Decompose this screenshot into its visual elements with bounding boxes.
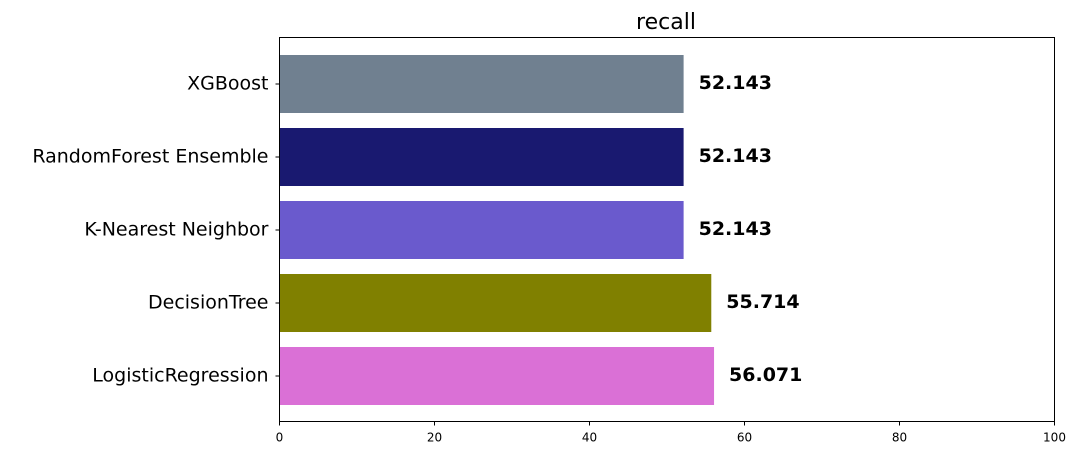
category-label: LogisticRegression [92,365,268,387]
bars-group [279,55,715,405]
bar-xgboost [279,55,684,113]
category-label: K-Nearest Neighbor [84,219,268,241]
bar-decisiontree [279,274,712,332]
bar-randomforest-ensemble [279,128,684,186]
data-label: 52.143 [699,218,772,240]
data-label: 56.071 [729,364,802,386]
data-label: 52.143 [699,145,772,167]
category-label: RandomForest Ensemble [32,146,268,168]
x-tick-label: 100 [1043,431,1066,445]
plot-frame [279,37,1055,422]
bar-logisticregression [279,347,715,405]
x-tick-label: 60 [737,431,752,445]
data-labels-group: 52.143 52.143 52.143 55.714 56.071 [699,72,803,386]
chart-title: recall [636,10,696,35]
x-tick-label: 80 [892,431,907,445]
x-tick-label: 20 [427,431,442,445]
data-label: 52.143 [699,72,772,94]
x-tick-label: 40 [582,431,597,445]
y-axis: XGBoost RandomForest Ensemble K-Nearest Ne… [32,73,280,387]
data-label: 55.714 [726,291,799,313]
category-label: DecisionTree [148,292,268,314]
x-tick-label: 0 [276,431,284,445]
bar-k-nearest-neighbor [279,201,684,259]
x-axis: 0 20 40 60 80 100 [276,421,1066,445]
category-label: XGBoost [187,73,268,95]
